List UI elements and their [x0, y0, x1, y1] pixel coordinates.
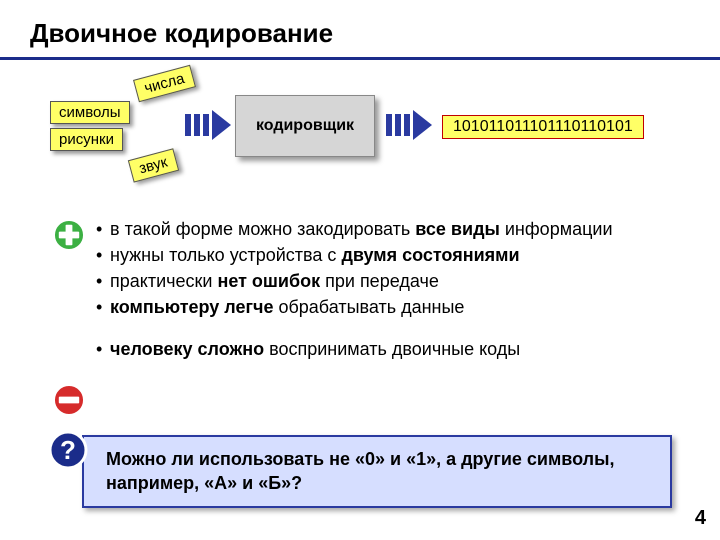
question-icon: ?: [48, 430, 88, 470]
plus-icon: [52, 218, 86, 252]
tag-sound: звук: [128, 148, 179, 182]
list-item: человеку сложно воспринимать двоичные ко…: [110, 336, 690, 362]
title-underline: [0, 57, 720, 60]
question-callout: Можно ли использовать не «0» и «1», а др…: [82, 435, 672, 508]
arrow-in-icon: [185, 110, 231, 140]
page-number: 4: [695, 507, 706, 530]
tag-pictures: рисунки: [50, 128, 123, 151]
encoder-box: кодировщик: [235, 95, 375, 157]
list-item: в такой форме можно закодировать все вид…: [110, 216, 690, 242]
minus-icon: [52, 383, 86, 417]
list-item: нужны только устройства с двумя состояни…: [110, 242, 690, 268]
positive-bullets: в такой форме можно закодировать все вид…: [110, 216, 690, 320]
output-binary: 1010110111011101101​01: [442, 115, 644, 139]
arrow-out-icon: [386, 110, 432, 140]
svg-text:?: ?: [60, 435, 76, 465]
encoder-diagram: числа символы рисунки звук кодировщик 10…: [0, 70, 720, 210]
negative-bullets: человеку сложно воспринимать двоичные ко…: [110, 336, 690, 362]
tag-symbols: символы: [50, 101, 130, 124]
tag-numbers: числа: [133, 65, 196, 102]
list-item: компьютеру легче обрабатывать данные: [110, 294, 690, 320]
list-item: практически нет ошибок при передаче: [110, 268, 690, 294]
page-title: Двоичное кодирование: [0, 0, 720, 57]
